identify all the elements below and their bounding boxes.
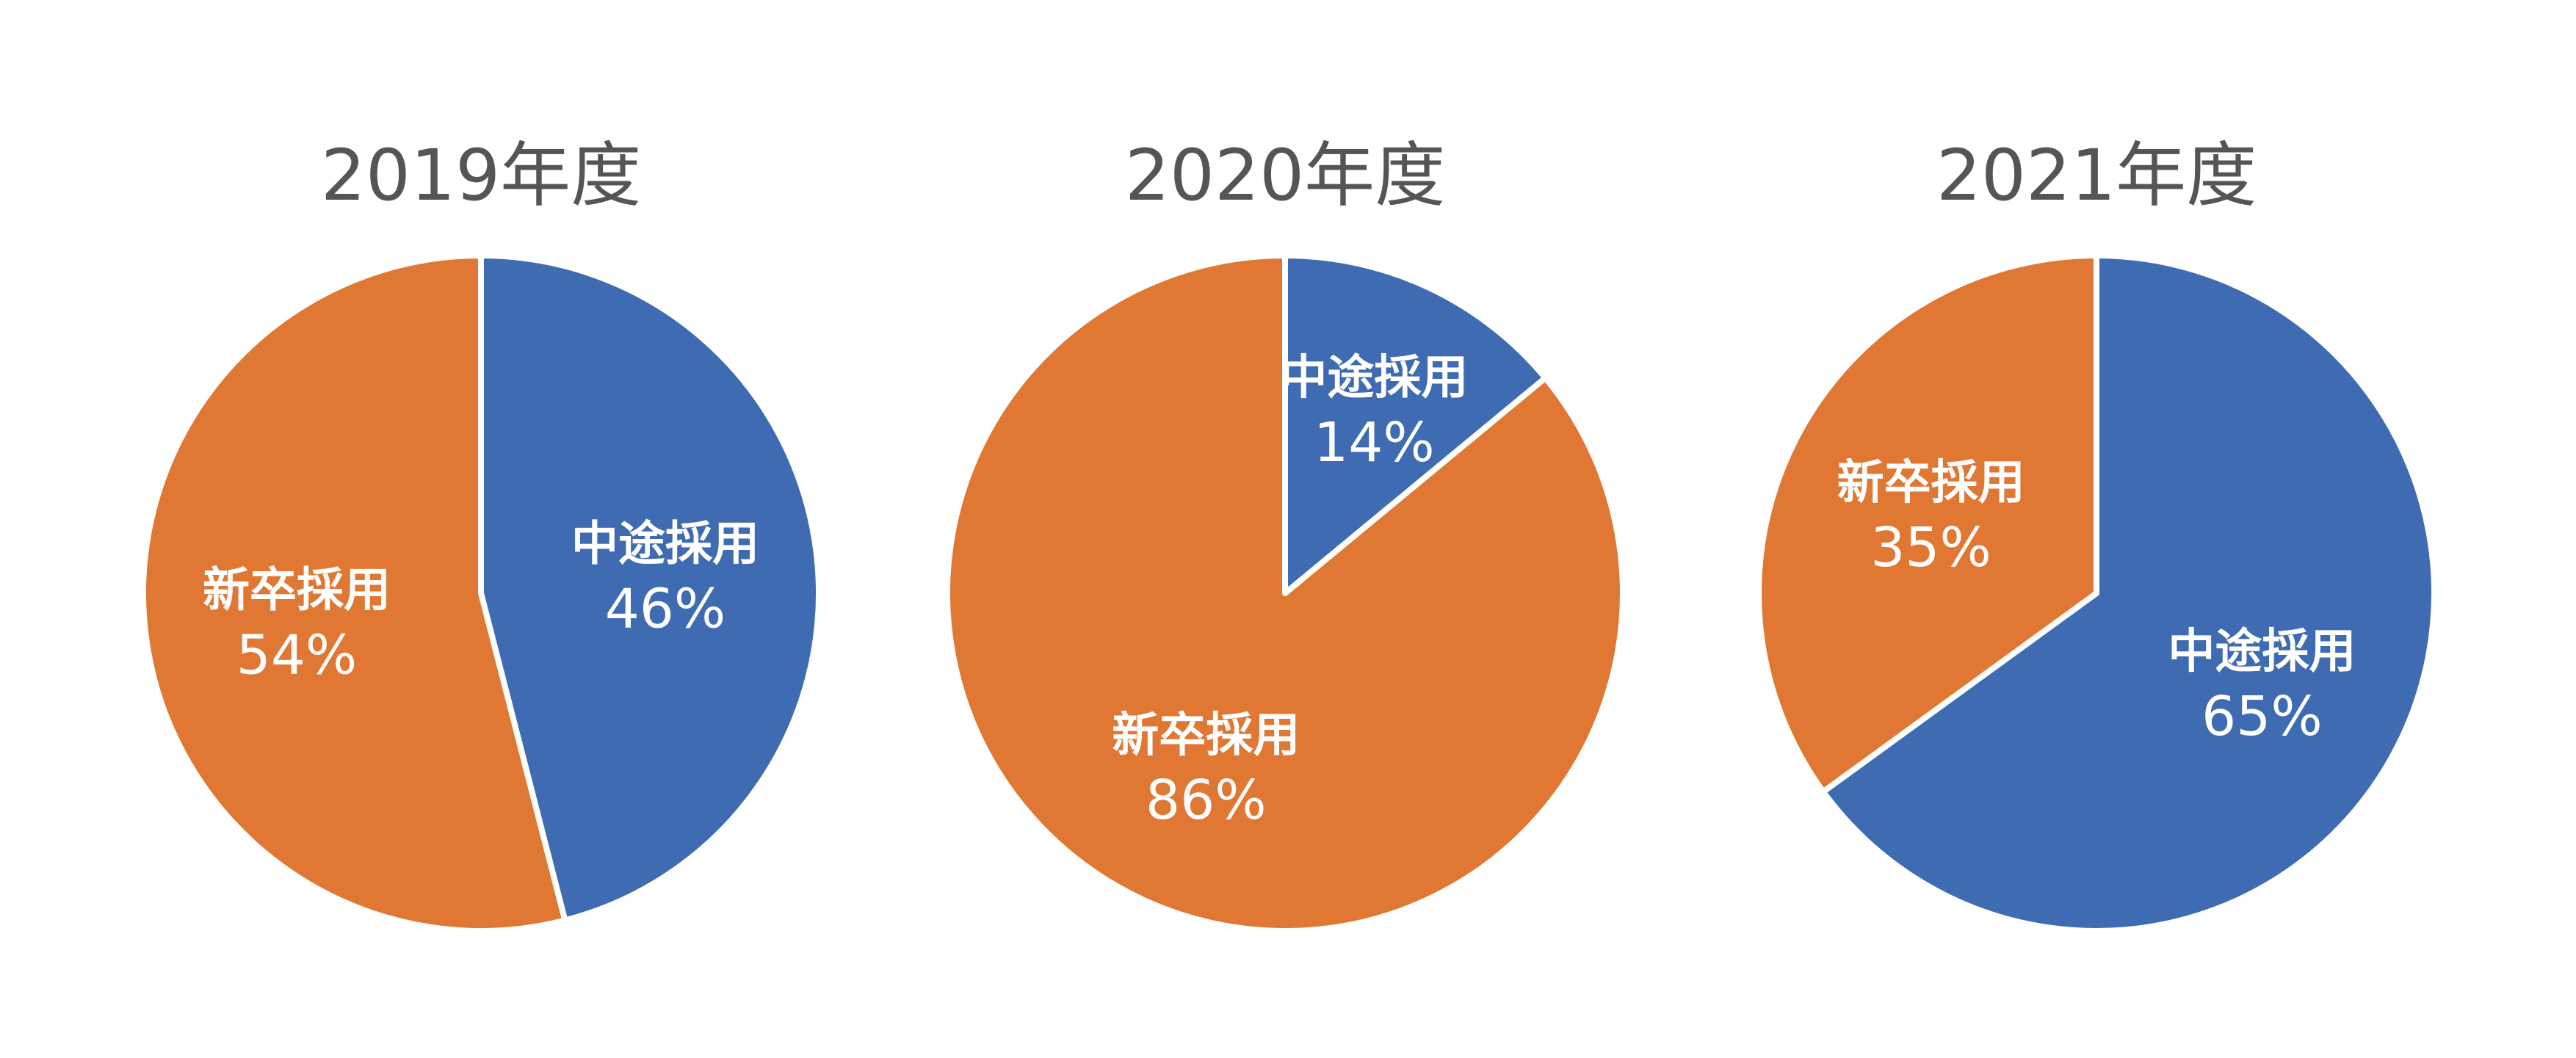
slice-label-mid-career-2020: 中途採用 bbox=[1280, 351, 1468, 405]
slice-percent-mid-career-2020: 14% bbox=[1314, 411, 1434, 474]
slice-label-mid-career-2021: 中途採用 bbox=[2168, 625, 2356, 679]
pie-chart-2020: 2020年度 中途採用 14% 新卒採用 86% bbox=[944, 134, 1627, 934]
pie-slice-mid-career-2019 bbox=[478, 253, 822, 924]
slice-label-new-grad-2020: 新卒採用 bbox=[1112, 709, 1300, 763]
slice-percent-mid-career-2021: 65% bbox=[2201, 685, 2322, 748]
slice-label-mid-career-2019: 中途採用 bbox=[571, 517, 759, 571]
pie-slices-2020 bbox=[944, 253, 1627, 934]
pie-slice-new-grad-2019 bbox=[140, 253, 568, 934]
pie-slice-mid-career-2020 bbox=[1282, 253, 1549, 596]
chart-title-2019: 2019年度 bbox=[321, 134, 641, 217]
pie-slice-new-grad-2021 bbox=[1756, 253, 2099, 795]
pie-slice-new-grad-2020 bbox=[944, 253, 1627, 934]
slice-label-new-grad-2019: 新卒採用 bbox=[203, 564, 391, 618]
pie-chart-2021: 2021年度 中途採用 65% 新卒採用 35% bbox=[1756, 134, 2437, 934]
pie-labels-2021: 中途採用 65% 新卒採用 35% bbox=[1837, 456, 2356, 748]
slice-percent-new-grad-2020: 86% bbox=[1146, 769, 1266, 832]
pie-labels-2020: 中途採用 14% 新卒採用 86% bbox=[1112, 351, 1468, 832]
slice-percent-new-grad-2019: 54% bbox=[236, 624, 357, 687]
slice-percent-mid-career-2019: 46% bbox=[605, 577, 726, 640]
pie-slices-2019 bbox=[140, 253, 822, 934]
slice-label-new-grad-2021: 新卒採用 bbox=[1837, 456, 2025, 510]
chart-title-2021: 2021年度 bbox=[1936, 134, 2257, 217]
pie-labels-2019: 中途採用 46% 新卒採用 54% bbox=[203, 517, 759, 686]
slice-percent-new-grad-2021: 35% bbox=[1870, 516, 1991, 579]
pie-slice-mid-career-2021 bbox=[1820, 253, 2437, 934]
pie-slices-2021 bbox=[1756, 253, 2437, 934]
chart-title-2020: 2020年度 bbox=[1125, 134, 1445, 217]
pie-chart-2019: 2019年度 中途採用 46% 新卒採用 54% bbox=[140, 134, 822, 934]
